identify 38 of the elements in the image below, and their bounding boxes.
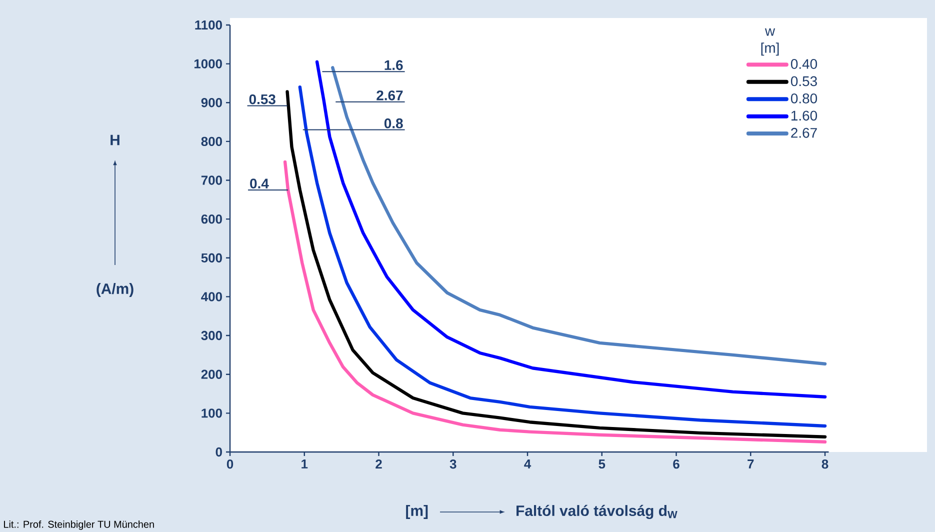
legend-label: 2.67	[791, 128, 817, 138]
y-tick-label: 800	[201, 136, 222, 146]
annotation: 0.4	[250, 178, 269, 188]
y-tick-label: 400	[201, 292, 222, 302]
annotation: 0.53	[249, 94, 276, 104]
legend-label: 0.53	[790, 76, 817, 86]
x-tick-label: 5	[598, 460, 606, 469]
x-tick-label: 7	[748, 460, 754, 468]
x-tick-label: 0	[226, 460, 234, 469]
x-axis-title: Faltól való távolság d$_{W}$	[516, 504, 678, 520]
annotation: 1.6	[384, 60, 403, 70]
text: Lit.: Prof. Steinbigler TU München	[4, 520, 154, 530]
y-tick-label: 1000	[194, 59, 222, 68]
y-tick-label: 700	[201, 176, 222, 185]
legend-title: w [m]	[761, 28, 779, 56]
text: (A/m)	[96, 283, 134, 297]
legend-label: 0.80	[790, 93, 818, 104]
x-tick-label: 4	[524, 460, 532, 468]
y-tick-label: 600	[201, 214, 222, 224]
legend-label: 0.40	[790, 59, 818, 69]
y-tick-label: 500	[201, 253, 222, 262]
y-tick-label: 0	[216, 447, 222, 457]
y-tick-label: 1100	[195, 20, 222, 30]
annotation: 2.67	[376, 90, 403, 100]
y-tick-label: 300	[201, 330, 222, 340]
y-tick-label: 200	[201, 370, 222, 379]
x-tick-label: 6	[673, 460, 680, 469]
y-tick-label: 100	[202, 408, 222, 418]
text: H	[110, 134, 120, 146]
line-series	[283, 160, 827, 444]
x-tick-label: 8	[822, 460, 828, 469]
x-tick-label: 1	[302, 460, 308, 468]
text: [m]	[406, 505, 428, 519]
y-tick-label: 900	[201, 98, 222, 108]
legend-label: 1.60	[791, 110, 818, 121]
annotation: 0.8	[384, 118, 403, 128]
x-tick-label: 3	[450, 460, 456, 469]
x-tick-label: 2	[376, 460, 382, 469]
